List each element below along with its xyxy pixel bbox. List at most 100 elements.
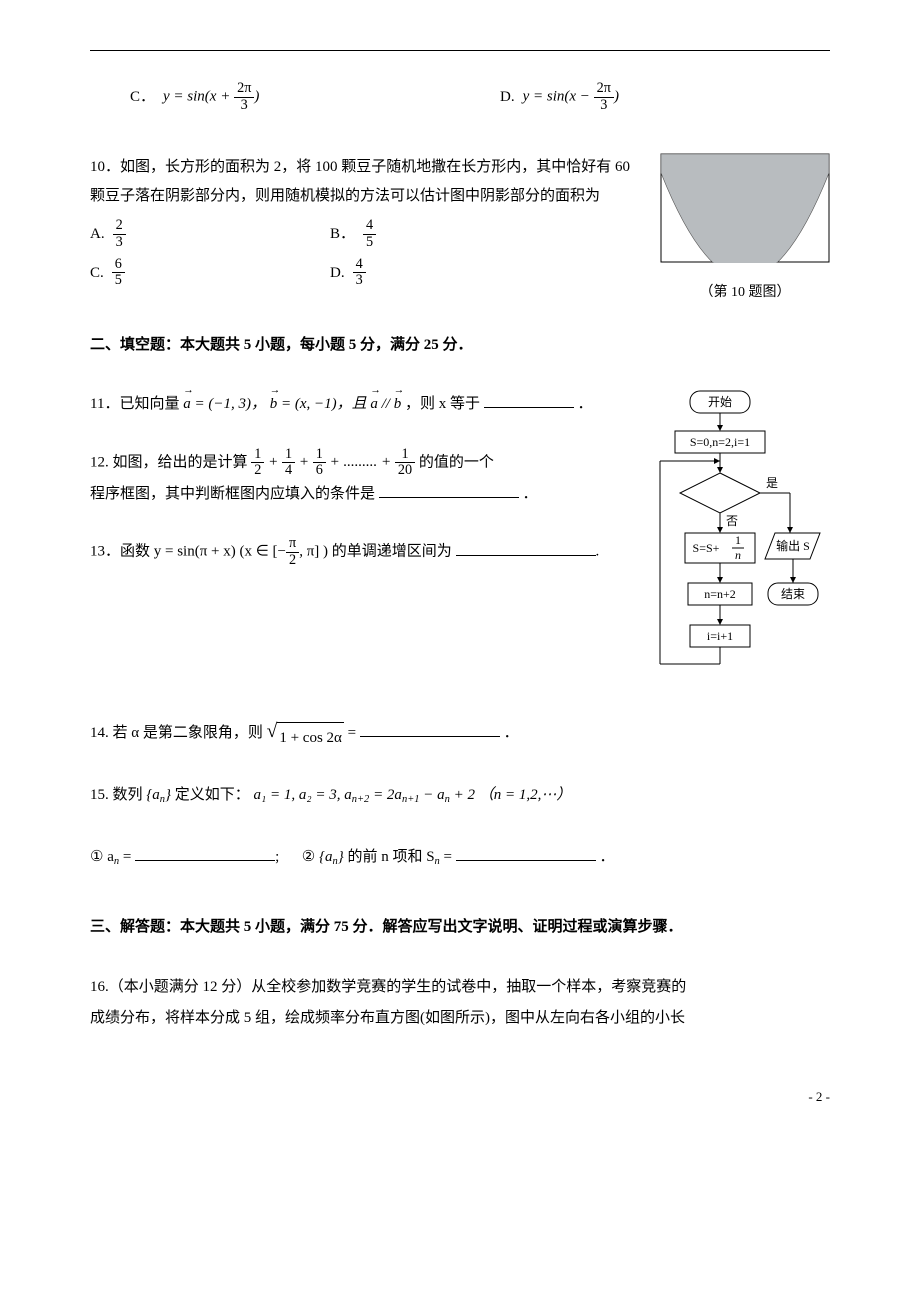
q10-figure: （第 10 题图） — [660, 153, 830, 306]
q12-d1: 4 — [282, 463, 295, 479]
q10-a-den: 3 — [113, 235, 126, 251]
q12-pre: 12. 如图，给出的是计算 — [90, 454, 251, 470]
q13-num: π — [286, 536, 299, 553]
flow-yes: 是 — [766, 476, 778, 490]
q10-d-den: 3 — [353, 273, 366, 289]
flow-end: 结束 — [781, 587, 805, 601]
option-c: C． y = sin(x + 2π3) — [130, 81, 460, 113]
top-rule — [90, 50, 830, 51]
option-c-label: C． — [130, 83, 155, 112]
q12-dots: + ......... + — [330, 454, 395, 470]
q10-stem: 10．如图，长方形的面积为 2，将 100 颗豆子随机地撒在长方形内，其中恰好有… — [90, 153, 640, 210]
q12-n1: 1 — [282, 447, 295, 464]
option-d-formula: y = sin(x − 2π3) — [523, 81, 619, 113]
opt-d-num: 2π — [594, 81, 614, 98]
q12: 12. 如图，给出的是计算 12 + 14 + 16 + ......... +… — [90, 447, 632, 511]
flow-start: 开始 — [708, 395, 732, 409]
flow-out: 输出 S — [776, 538, 810, 553]
flow-no: 否 — [726, 514, 738, 528]
q15-p2l: ② — [302, 849, 315, 865]
q14: 14. 若 α 是第二象限角，则 √1 + cos 2α = ． — [90, 718, 830, 755]
flowchart-svg: 开始 S=0,n=2,i=1 是 否 S=S+ 1 n 输出 S — [650, 389, 830, 709]
q15-end: + 2 （n = 1,2,⋯） — [450, 787, 572, 803]
q13-pre: 13．函数 y = sin(π + x) (x ∈ [− — [90, 544, 286, 560]
page-number: - 2 - — [90, 1085, 830, 1110]
opt-d-suf: ) — [614, 89, 619, 105]
q14-blank — [360, 722, 500, 737]
q15-p2e: = — [444, 849, 452, 865]
q10-d-num: 4 — [353, 257, 366, 274]
q10-opt-b: B． 45 — [330, 218, 570, 250]
q10-opt-c: C. 65 — [90, 257, 330, 289]
q10-caption: （第 10 题图） — [660, 280, 830, 307]
q15-parts: ① an = ; ② {an} 的前 n 项和 Sn = ． — [90, 842, 830, 874]
q15-s2: n+1 — [402, 794, 420, 805]
q15-s1: n+2 — [352, 794, 370, 805]
q15-m1: = 2a — [369, 787, 402, 803]
q12-d3: 20 — [395, 463, 415, 479]
q11-blank — [484, 393, 574, 408]
q11: 11．已知向量 a = (−1, 3)， b = (x, −1)，且 a // … — [90, 389, 632, 421]
q10-options: A. 23 B． 45 C. 65 D. 43 — [90, 218, 640, 289]
q15-m2: − a — [420, 787, 445, 803]
q10-c-label: C. — [90, 259, 104, 288]
flow-s1a: S=S+ — [693, 541, 720, 555]
q13-period: . — [596, 544, 600, 560]
q10-b-num: 4 — [363, 218, 376, 235]
q15-blank1 — [135, 846, 275, 861]
q15-period: ． — [600, 849, 615, 865]
q15-p2s: n — [435, 856, 440, 867]
q10-a-num: 2 — [113, 218, 126, 235]
opt-d-den: 3 — [594, 98, 614, 114]
section3-heading: 三、解答题：本大题共 5 小题，满分 75 分．解答应写出文字说明、证明过程或演… — [90, 913, 830, 942]
flow-init: S=0,n=2,i=1 — [690, 435, 750, 449]
q10-c-den: 5 — [112, 273, 125, 289]
q10-b-den: 5 — [363, 235, 376, 251]
q15-semi: ; — [275, 849, 279, 865]
q10-opt-a: A. 23 — [90, 218, 330, 250]
option-d: D. y = sin(x − 2π3) — [500, 81, 830, 113]
flow-s1d: n — [735, 548, 741, 562]
q12-n0: 1 — [251, 447, 264, 464]
q11-period: ． — [577, 396, 592, 412]
q15-p1l: ① a — [90, 849, 114, 865]
opt-c-pre: y = sin(x + — [163, 89, 234, 105]
option-d-label: D. — [500, 83, 515, 112]
q15-pre: 15. 数列 — [90, 787, 143, 803]
opt-c-suf: ) — [254, 89, 259, 105]
q12-d0: 2 — [251, 463, 264, 479]
q15-def: 定义如下： — [175, 787, 250, 803]
q10-a-label: A. — [90, 220, 105, 249]
q16: 16.（本小题满分 12 分）从全校参加数学竞赛的学生的试卷中，抽取一个样本，考… — [90, 972, 830, 1035]
flowchart: 开始 S=0,n=2,i=1 是 否 S=S+ 1 n 输出 S — [650, 389, 830, 718]
q13-den: 2 — [286, 553, 299, 569]
q10-svg — [660, 153, 830, 263]
q11-a: = (−1, 3)， — [191, 396, 266, 412]
flow-s2: n=n+2 — [704, 587, 736, 601]
q13: 13．函数 y = sin(π + x) (x ∈ [−π2, π] ) 的单调… — [90, 536, 632, 568]
q10-b-label: B． — [330, 220, 355, 249]
q14-period: ． — [504, 725, 519, 741]
q14-pre: 14. 若 α 是第二象限角，则 — [90, 725, 263, 741]
q12-l1post: 的值的一个 — [419, 454, 494, 470]
q11-b: = (x, −1)，且 — [277, 396, 366, 412]
q14-eq: = — [348, 725, 360, 741]
q13-post: , π] ) 的单调递增区间为 — [299, 544, 452, 560]
q12-n2: 1 — [313, 447, 326, 464]
flow-s3: i=i+1 — [707, 629, 733, 643]
q15-blank2 — [456, 846, 596, 861]
q15-p2t: 的前 n 项和 S — [347, 849, 434, 865]
q16-l1: 16.（本小题满分 12 分）从全校参加数学竞赛的学生的试卷中，抽取一个样本，考… — [90, 972, 830, 1004]
q15-a1: a₁ = 1, a₂ = 3, a — [254, 787, 352, 803]
opt-c-num: 2π — [234, 81, 254, 98]
q10-c-num: 6 — [112, 257, 125, 274]
q11-post: ，则 x 等于 — [405, 396, 480, 412]
flow-s1n: 1 — [735, 533, 741, 547]
q10-opt-d: D. 43 — [330, 257, 570, 289]
q12-blank — [379, 483, 519, 498]
q15-p1e: = — [123, 849, 135, 865]
q13-blank — [456, 541, 596, 556]
q15-p1s: n — [114, 856, 119, 867]
q12-n3: 1 — [395, 447, 415, 464]
q10: 10．如图，长方形的面积为 2，将 100 颗豆子随机地撒在长方形内，其中恰好有… — [90, 153, 830, 306]
